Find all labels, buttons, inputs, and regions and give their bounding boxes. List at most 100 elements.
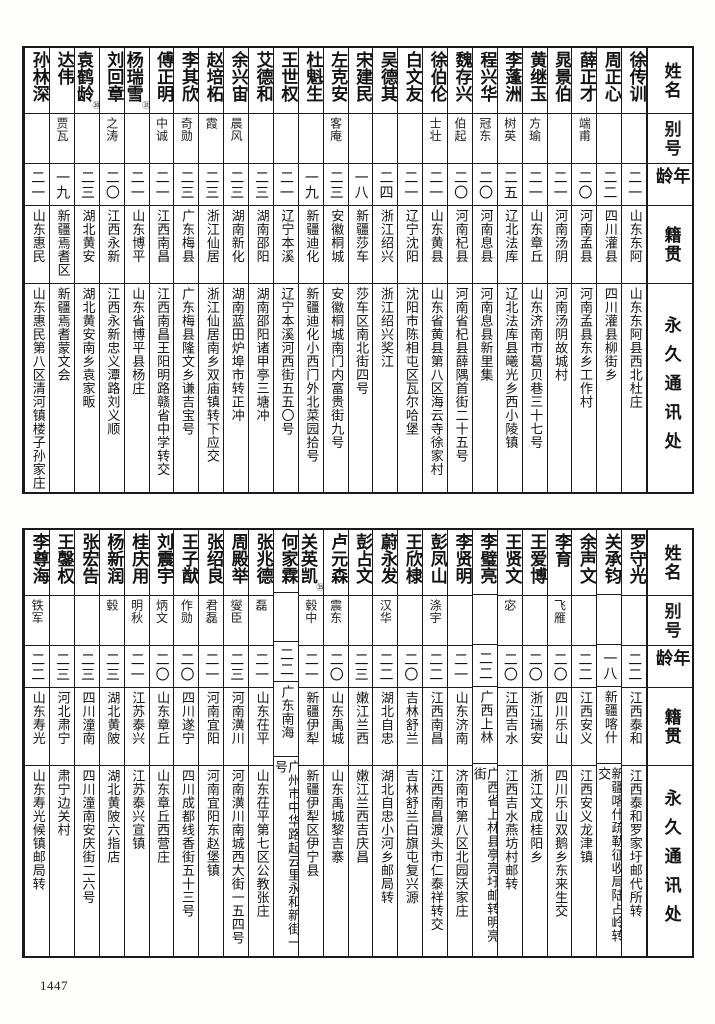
- entry-age: 二三: [78, 652, 95, 682]
- roster-entry: 孙林深 二一 山东惠民 山东惠民第八区清河镇楼子孙家庄: [24, 48, 49, 492]
- entry-age: 二〇: [402, 652, 419, 682]
- entry-address: 江西南昌王阳明路赣省中学转交: [154, 287, 170, 476]
- entry-age-cell: 二一: [249, 646, 273, 688]
- entry-native-place: 河南杞县: [452, 209, 468, 263]
- entry-native-place-cell: 山东博平: [124, 206, 149, 284]
- entry-address-cell: 广东梅县隆文乡谦吉宝号: [174, 284, 198, 492]
- entry-address: 莎车区南北街四号: [353, 287, 369, 395]
- entry-name-cell: 蔚永发: [373, 530, 398, 596]
- entry-address-cell: 江西吉水燕坊村邮转: [498, 766, 522, 956]
- entry-address-cell: 江西永新忠义潭路刘义顺: [100, 284, 124, 492]
- entry-age-cell: 二一: [398, 164, 423, 206]
- entry-alias: 铁军: [30, 599, 45, 624]
- entry-alias-cell: [124, 114, 149, 164]
- entry-address-cell: 河南息县新里集: [473, 284, 497, 492]
- entry-age: 二三: [178, 170, 195, 200]
- entry-address: 安徽桐城南门内富贵街九号: [328, 287, 344, 449]
- roster-entry: 白文友 二一 辽宁沈阳 沈阳市陈相屯区瓦尔哈堡: [397, 48, 423, 492]
- entry-address: 新疆焉耆蒙文会: [54, 287, 70, 382]
- entry-age-cell: 二〇: [497, 646, 522, 688]
- entry-native-place: 四川灌县: [601, 209, 617, 263]
- entry-age: 二二: [626, 652, 643, 682]
- entry-address-cell: 莎车区南北街四号: [349, 284, 373, 492]
- entry-address-cell: 沈阳市陈相屯区瓦尔哈堡: [398, 284, 422, 492]
- entry-address: 江西吉水燕坊村邮转: [502, 769, 518, 891]
- entry-name: 宋建民: [352, 51, 373, 102]
- entry-native-place-cell: 嫩江兰西: [348, 688, 373, 766]
- entry-native-place: 四川遂宁: [178, 691, 194, 745]
- entry-address: 辽宁本溪河西街五五〇号: [278, 287, 294, 436]
- roster-entry: 左克安 客庵 二三 安徽桐城 安徽桐城南门内富贵街九号: [322, 48, 348, 492]
- entry-alias: 端甫: [577, 117, 592, 142]
- entry-alias-cell: 伯起: [448, 114, 472, 164]
- entry-native-place-cell: 浙江绍兴: [373, 206, 398, 284]
- entry-age: 二〇: [576, 170, 593, 200]
- roster-entry: 杜魁生 一九 新疆迪化 新疆迪化小西门外北菜园拾号: [297, 48, 323, 492]
- entry-native-place-cell: 山东茌平: [249, 688, 273, 766]
- entry-native-place-cell: 江西南昌: [423, 688, 447, 766]
- entry-age-cell: 二二: [622, 646, 646, 688]
- entry-name: 李育: [551, 533, 572, 567]
- entry-name: 白文友: [401, 51, 422, 102]
- entry-age: 二二: [29, 652, 46, 682]
- entry-name-cell: 徐伯伦: [423, 48, 447, 114]
- entry-native-place-cell: 广东南海: [273, 682, 298, 758]
- entry-name-cell: 李其欣: [174, 48, 199, 114]
- roster-entry: 李育 飞雁 二〇 四川乐山 四川乐山双鹅乡东来生交: [546, 530, 572, 956]
- entry-age-cell: 二一: [124, 646, 149, 688]
- entry-age-cell: 二二: [373, 646, 398, 688]
- header-label-native: 籍贯: [648, 206, 692, 284]
- entry-age: 二〇: [327, 652, 344, 682]
- entry-native-place-cell: 湖北自忠: [373, 688, 398, 766]
- entry-native-place: 山东惠民: [29, 209, 45, 263]
- entry-alias: 晨风: [229, 117, 244, 142]
- entry-native-place: 湖北黄陂: [104, 691, 120, 745]
- entry-address-cell: 山东寿光候镇邮局转: [25, 766, 49, 956]
- entry-native-place-cell: 山东章丘: [149, 688, 174, 766]
- entry-address: 山东茌平第七区公教张庄: [253, 769, 269, 918]
- entry-address: 山东省黄县第八区海云寺徐家村: [427, 287, 443, 476]
- entry-alias-cell: [273, 593, 298, 642]
- entry-alias: 毂中: [303, 599, 318, 624]
- entry-alias: 方瑜: [527, 117, 542, 142]
- column-headers: 姓名 别号 年龄 籍贯 永久通讯处: [646, 48, 692, 492]
- entry-age-cell: 二四: [373, 164, 398, 206]
- entry-alias-cell: 宓: [497, 596, 522, 646]
- entry-native-place: 河北肃宁: [54, 691, 70, 745]
- entry-address: 浙江文成桂阳乡: [527, 769, 543, 864]
- entry-age-cell: 二二: [25, 646, 49, 688]
- roster-entry: 赵培柘霞二三 浙江仙居 浙江仙居南乡双庙镇转下应交: [198, 48, 224, 492]
- entry-alias: 燮臣: [229, 599, 244, 624]
- entry-name: 王爱博: [526, 533, 547, 584]
- roster-entry: 彭占文 二三 嫩江兰西 嫩江兰西吉庆昌: [347, 530, 373, 956]
- entry-native-place: 山东章丘: [527, 209, 543, 263]
- entry-alias-cell: [25, 114, 49, 164]
- entry-age-cell: 一九: [298, 164, 323, 206]
- entry-address: 河南孟县东乡工作村: [576, 287, 592, 409]
- entry-native-place-cell: 河北肃宁: [50, 688, 74, 766]
- entry-address-cell: 吉林舒兰白旗屯复兴源: [398, 766, 422, 956]
- entry-address: 江西永新忠义潭路刘义顺: [104, 287, 120, 436]
- entry-name-cell: 傅正明: [149, 48, 174, 114]
- entry-name: 王世权: [277, 51, 298, 102]
- roster-entry: 程兴华 冠东 二〇 河南息县 河南息县新里集: [471, 48, 497, 492]
- entry-address-cell: 湖北自忠小河乡邮局转: [373, 766, 397, 956]
- entry-address: 河南宜阳东赵堡镇: [203, 769, 219, 877]
- entry-native-place-cell: 山东黄县: [423, 206, 447, 284]
- entry-age: 二二: [277, 646, 294, 677]
- entry-native-place-cell: 山东济南: [448, 688, 472, 766]
- roster-entry: 卢元森 震东 二〇 山东禹城 山东禹城黎吉寨: [322, 530, 348, 956]
- entry-name-cell: 艾德和: [249, 48, 273, 114]
- entry-alias-cell: 震东: [323, 596, 348, 646]
- entry-native-place: 安徽桐城: [328, 209, 344, 263]
- entry-name: 李尊海: [28, 533, 49, 584]
- entry-age-cell: 二三: [74, 646, 99, 688]
- entry-age-cell: 二一: [522, 164, 547, 206]
- entry-address-cell: 肃宁边关村: [50, 766, 74, 956]
- entry-alias-cell: 汉华: [373, 596, 398, 646]
- entry-alias: 君磊: [204, 599, 219, 624]
- entry-native-place: 山东东阿: [626, 209, 642, 263]
- entry-native-place: 湖北自忠: [377, 691, 393, 745]
- entry-age-cell: 二一: [298, 646, 323, 688]
- entry-age: 二〇: [501, 652, 518, 682]
